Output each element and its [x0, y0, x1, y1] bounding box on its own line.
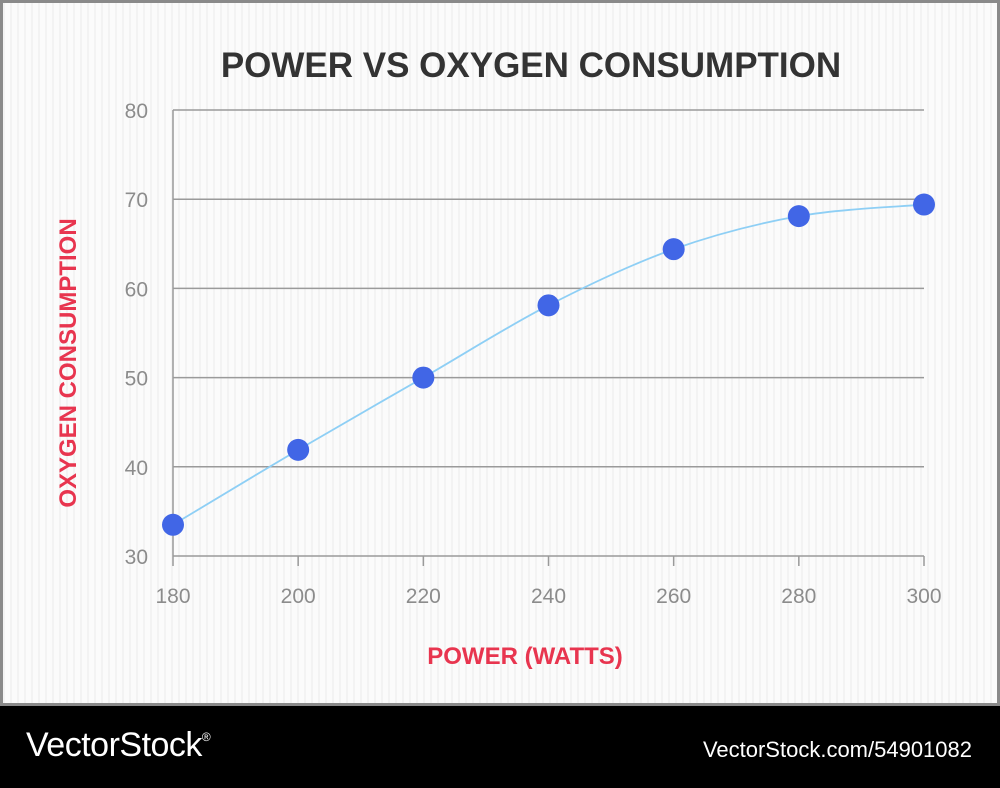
line-chart: 30 40 50 60 70 80 180 200 220 240 260 280 300 POWER… [55, 46, 942, 670]
y-tick-label: 60 [125, 278, 148, 301]
x-tick-label: 300 [906, 585, 941, 608]
x-tick-labels: 180 200 220 240 260 280 300 [155, 585, 941, 608]
x-tick-label: 180 [155, 585, 190, 608]
grid-lines [173, 109, 924, 557]
data-point-180 [162, 513, 184, 536]
chart-title: POWER VS OXYGEN CONSUMPTION [221, 46, 841, 85]
footer-bar: VectorStock® VectorStock.com/54901082 [0, 706, 1000, 788]
y-tick-labels: 30 40 50 60 70 80 [125, 100, 148, 569]
y-tick-label: 40 [125, 457, 148, 480]
data-point-280 [787, 205, 810, 228]
y-tick-label: 30 [125, 546, 148, 569]
brand-name: VectorStock [26, 726, 202, 764]
data-point-300 [913, 193, 935, 216]
chart-frame: 30 40 50 60 70 80 180 200 220 240 260 280 300 POWER… [0, 0, 1000, 706]
y-tick-label: 50 [125, 368, 148, 391]
x-tick-label: 200 [281, 585, 316, 608]
x-axis-label: POWER (WATTS) [427, 643, 623, 670]
y-tick-label: 70 [125, 189, 148, 212]
data-point-200 [287, 438, 310, 461]
data-point-240 [537, 294, 560, 317]
y-tick-label: 80 [125, 100, 148, 123]
axes [172, 110, 925, 566]
y-axis-label: OXYGEN CONSUMPTION [55, 218, 82, 507]
data-point-260 [662, 238, 685, 261]
x-tick-label: 220 [406, 585, 441, 608]
stock-id-link[interactable]: VectorStock.com/54901082 [702, 737, 972, 762]
vectorstock-logo[interactable]: VectorStock® [26, 726, 211, 765]
x-tick-label: 240 [531, 585, 566, 608]
series-line [172, 203, 925, 526]
x-tick-label: 260 [656, 585, 691, 608]
x-tick-label: 280 [781, 585, 816, 608]
registered-mark: ® [201, 730, 211, 744]
data-series [162, 193, 935, 536]
data-point-220 [412, 366, 435, 389]
